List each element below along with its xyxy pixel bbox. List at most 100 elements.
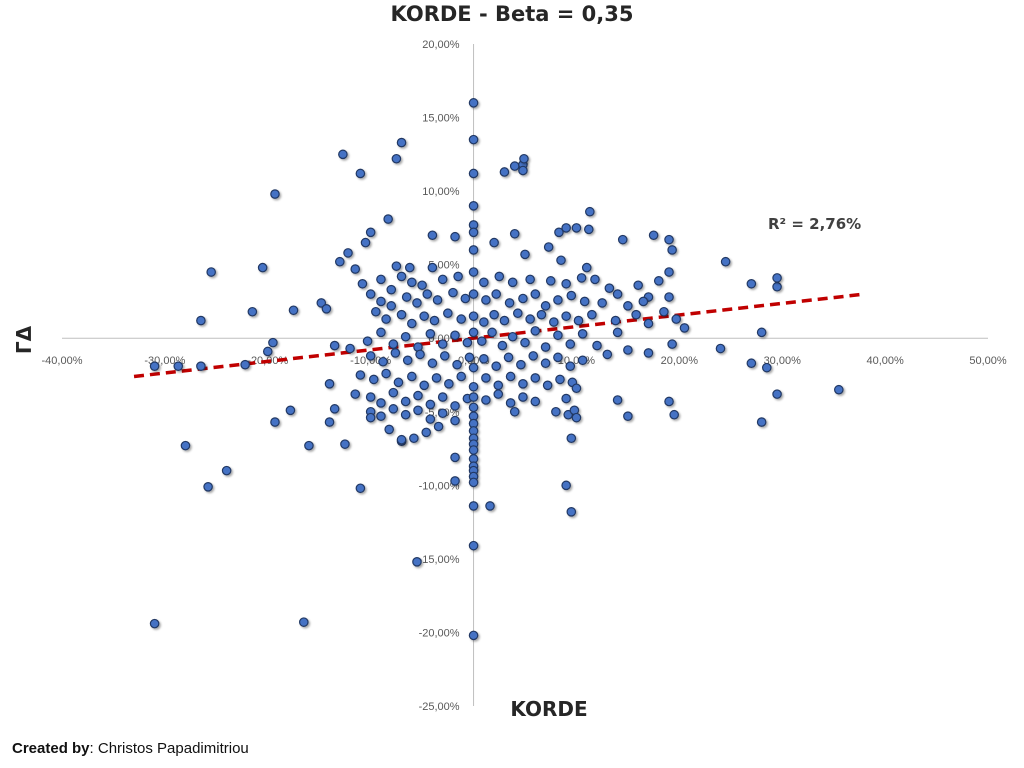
data-point xyxy=(338,149,348,160)
data-point xyxy=(468,267,479,277)
data-point xyxy=(407,318,417,329)
data-point xyxy=(401,292,412,302)
data-point xyxy=(365,227,376,238)
data-point xyxy=(489,309,499,320)
data-point xyxy=(525,314,535,324)
data-point xyxy=(834,384,844,395)
data-point xyxy=(196,361,206,371)
data-point xyxy=(355,168,366,179)
data-point xyxy=(555,374,565,385)
data-point xyxy=(643,318,654,329)
credit-line: Created by: Christos Papadimitriou xyxy=(12,740,249,757)
data-point xyxy=(391,261,402,271)
data-point xyxy=(462,337,473,348)
data-point xyxy=(756,417,767,427)
data-point xyxy=(206,267,216,277)
data-point xyxy=(425,329,436,339)
data-point xyxy=(612,327,623,338)
data-point xyxy=(396,434,407,445)
x-axis-label: KORDE xyxy=(510,697,588,721)
data-point xyxy=(587,309,597,320)
data-point xyxy=(577,355,588,366)
data-point xyxy=(561,223,571,233)
data-point xyxy=(378,356,388,367)
data-point xyxy=(450,452,460,463)
data-point xyxy=(493,380,504,391)
data-point xyxy=(561,278,571,289)
data-point xyxy=(491,289,501,299)
data-point xyxy=(643,348,654,358)
data-point xyxy=(329,404,340,414)
data-point xyxy=(772,281,782,292)
data-point xyxy=(664,267,674,277)
data-point xyxy=(493,389,504,399)
data-point xyxy=(357,278,368,289)
data-point xyxy=(388,404,399,414)
data-point xyxy=(481,373,491,383)
data-point xyxy=(365,351,376,361)
data-point xyxy=(468,381,479,392)
data-point xyxy=(481,395,491,405)
data-point xyxy=(715,343,726,354)
data-point xyxy=(262,346,273,357)
data-point xyxy=(571,383,582,394)
data-point xyxy=(509,406,520,417)
data-point xyxy=(376,327,386,338)
data-point xyxy=(597,298,607,308)
data-point xyxy=(240,359,250,370)
data-point xyxy=(288,305,299,316)
data-point xyxy=(494,271,505,282)
data-point xyxy=(429,315,440,326)
data-point xyxy=(499,167,510,177)
x-tick-label: 20,00% xyxy=(661,355,699,367)
data-point xyxy=(653,276,664,286)
data-point xyxy=(530,326,541,336)
data-point xyxy=(585,206,595,217)
data-point xyxy=(390,348,401,358)
y-tick-label: -10,00% xyxy=(419,480,460,492)
data-point xyxy=(402,355,413,366)
data-point xyxy=(669,409,679,420)
data-point xyxy=(468,362,479,373)
data-point xyxy=(431,373,442,383)
y-tick-label: 15,00% xyxy=(422,113,460,125)
data-point xyxy=(551,406,561,417)
data-point xyxy=(450,401,460,411)
x-tick-label: -40,00% xyxy=(42,355,83,367)
data-point xyxy=(433,421,444,432)
data-point xyxy=(396,309,407,320)
data-point xyxy=(679,323,690,333)
data-point xyxy=(565,361,576,371)
y-axis-label: ΓΔ xyxy=(12,325,36,355)
axes xyxy=(62,44,988,706)
data-point xyxy=(518,392,528,402)
data-point xyxy=(468,477,479,488)
data-point xyxy=(360,237,371,248)
data-point xyxy=(422,289,433,299)
data-point xyxy=(388,339,399,349)
data-point xyxy=(468,98,479,108)
data-point xyxy=(386,301,397,311)
data-point xyxy=(407,371,417,382)
data-point xyxy=(566,290,577,301)
data-point xyxy=(540,342,551,352)
data-point xyxy=(421,427,432,438)
data-point xyxy=(396,137,407,148)
data-point xyxy=(221,465,232,476)
data-point xyxy=(528,351,539,361)
data-point xyxy=(667,339,677,349)
data-point xyxy=(270,189,280,199)
data-point xyxy=(623,301,633,311)
data-point xyxy=(393,377,404,388)
data-point xyxy=(437,392,448,402)
data-point xyxy=(413,390,423,401)
data-point xyxy=(746,358,757,369)
data-point xyxy=(400,396,411,407)
data-point xyxy=(384,424,394,435)
data-point xyxy=(456,314,467,324)
data-point xyxy=(439,351,450,361)
data-point xyxy=(481,295,491,305)
data-point xyxy=(350,264,361,274)
data-point xyxy=(479,354,489,364)
data-point xyxy=(412,557,422,567)
